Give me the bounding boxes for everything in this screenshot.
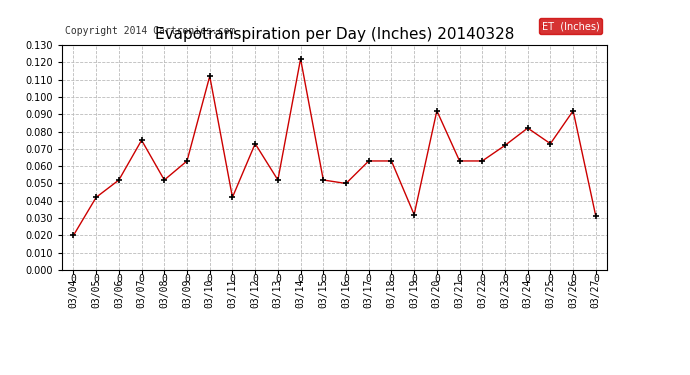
Text: 0: 0 bbox=[411, 274, 417, 284]
Text: 0: 0 bbox=[434, 274, 440, 284]
Text: 0: 0 bbox=[184, 274, 190, 284]
Text: 0: 0 bbox=[502, 274, 508, 284]
Text: 0: 0 bbox=[70, 274, 77, 284]
Text: 0: 0 bbox=[593, 274, 599, 284]
Text: 0: 0 bbox=[547, 274, 553, 284]
Text: 0: 0 bbox=[525, 274, 531, 284]
Text: 0: 0 bbox=[161, 274, 167, 284]
Text: 0: 0 bbox=[570, 274, 576, 284]
Text: 0: 0 bbox=[297, 274, 304, 284]
Text: 0: 0 bbox=[230, 274, 235, 284]
Text: 0: 0 bbox=[93, 274, 99, 284]
Text: Copyright 2014 Cartronics.com: Copyright 2014 Cartronics.com bbox=[65, 26, 235, 36]
Title: Evapotranspiration per Day (Inches) 20140328: Evapotranspiration per Day (Inches) 2014… bbox=[155, 27, 514, 42]
Text: 0: 0 bbox=[343, 274, 349, 284]
Text: 0: 0 bbox=[275, 274, 281, 284]
Text: 0: 0 bbox=[388, 274, 395, 284]
Text: 0: 0 bbox=[116, 274, 122, 284]
Text: 0: 0 bbox=[480, 274, 485, 284]
Text: 0: 0 bbox=[366, 274, 372, 284]
Legend: ET  (Inches): ET (Inches) bbox=[539, 18, 602, 34]
Text: 0: 0 bbox=[320, 274, 326, 284]
Text: 0: 0 bbox=[207, 274, 213, 284]
Text: 0: 0 bbox=[139, 274, 144, 284]
Text: 0: 0 bbox=[253, 274, 258, 284]
Text: 0: 0 bbox=[457, 274, 462, 284]
